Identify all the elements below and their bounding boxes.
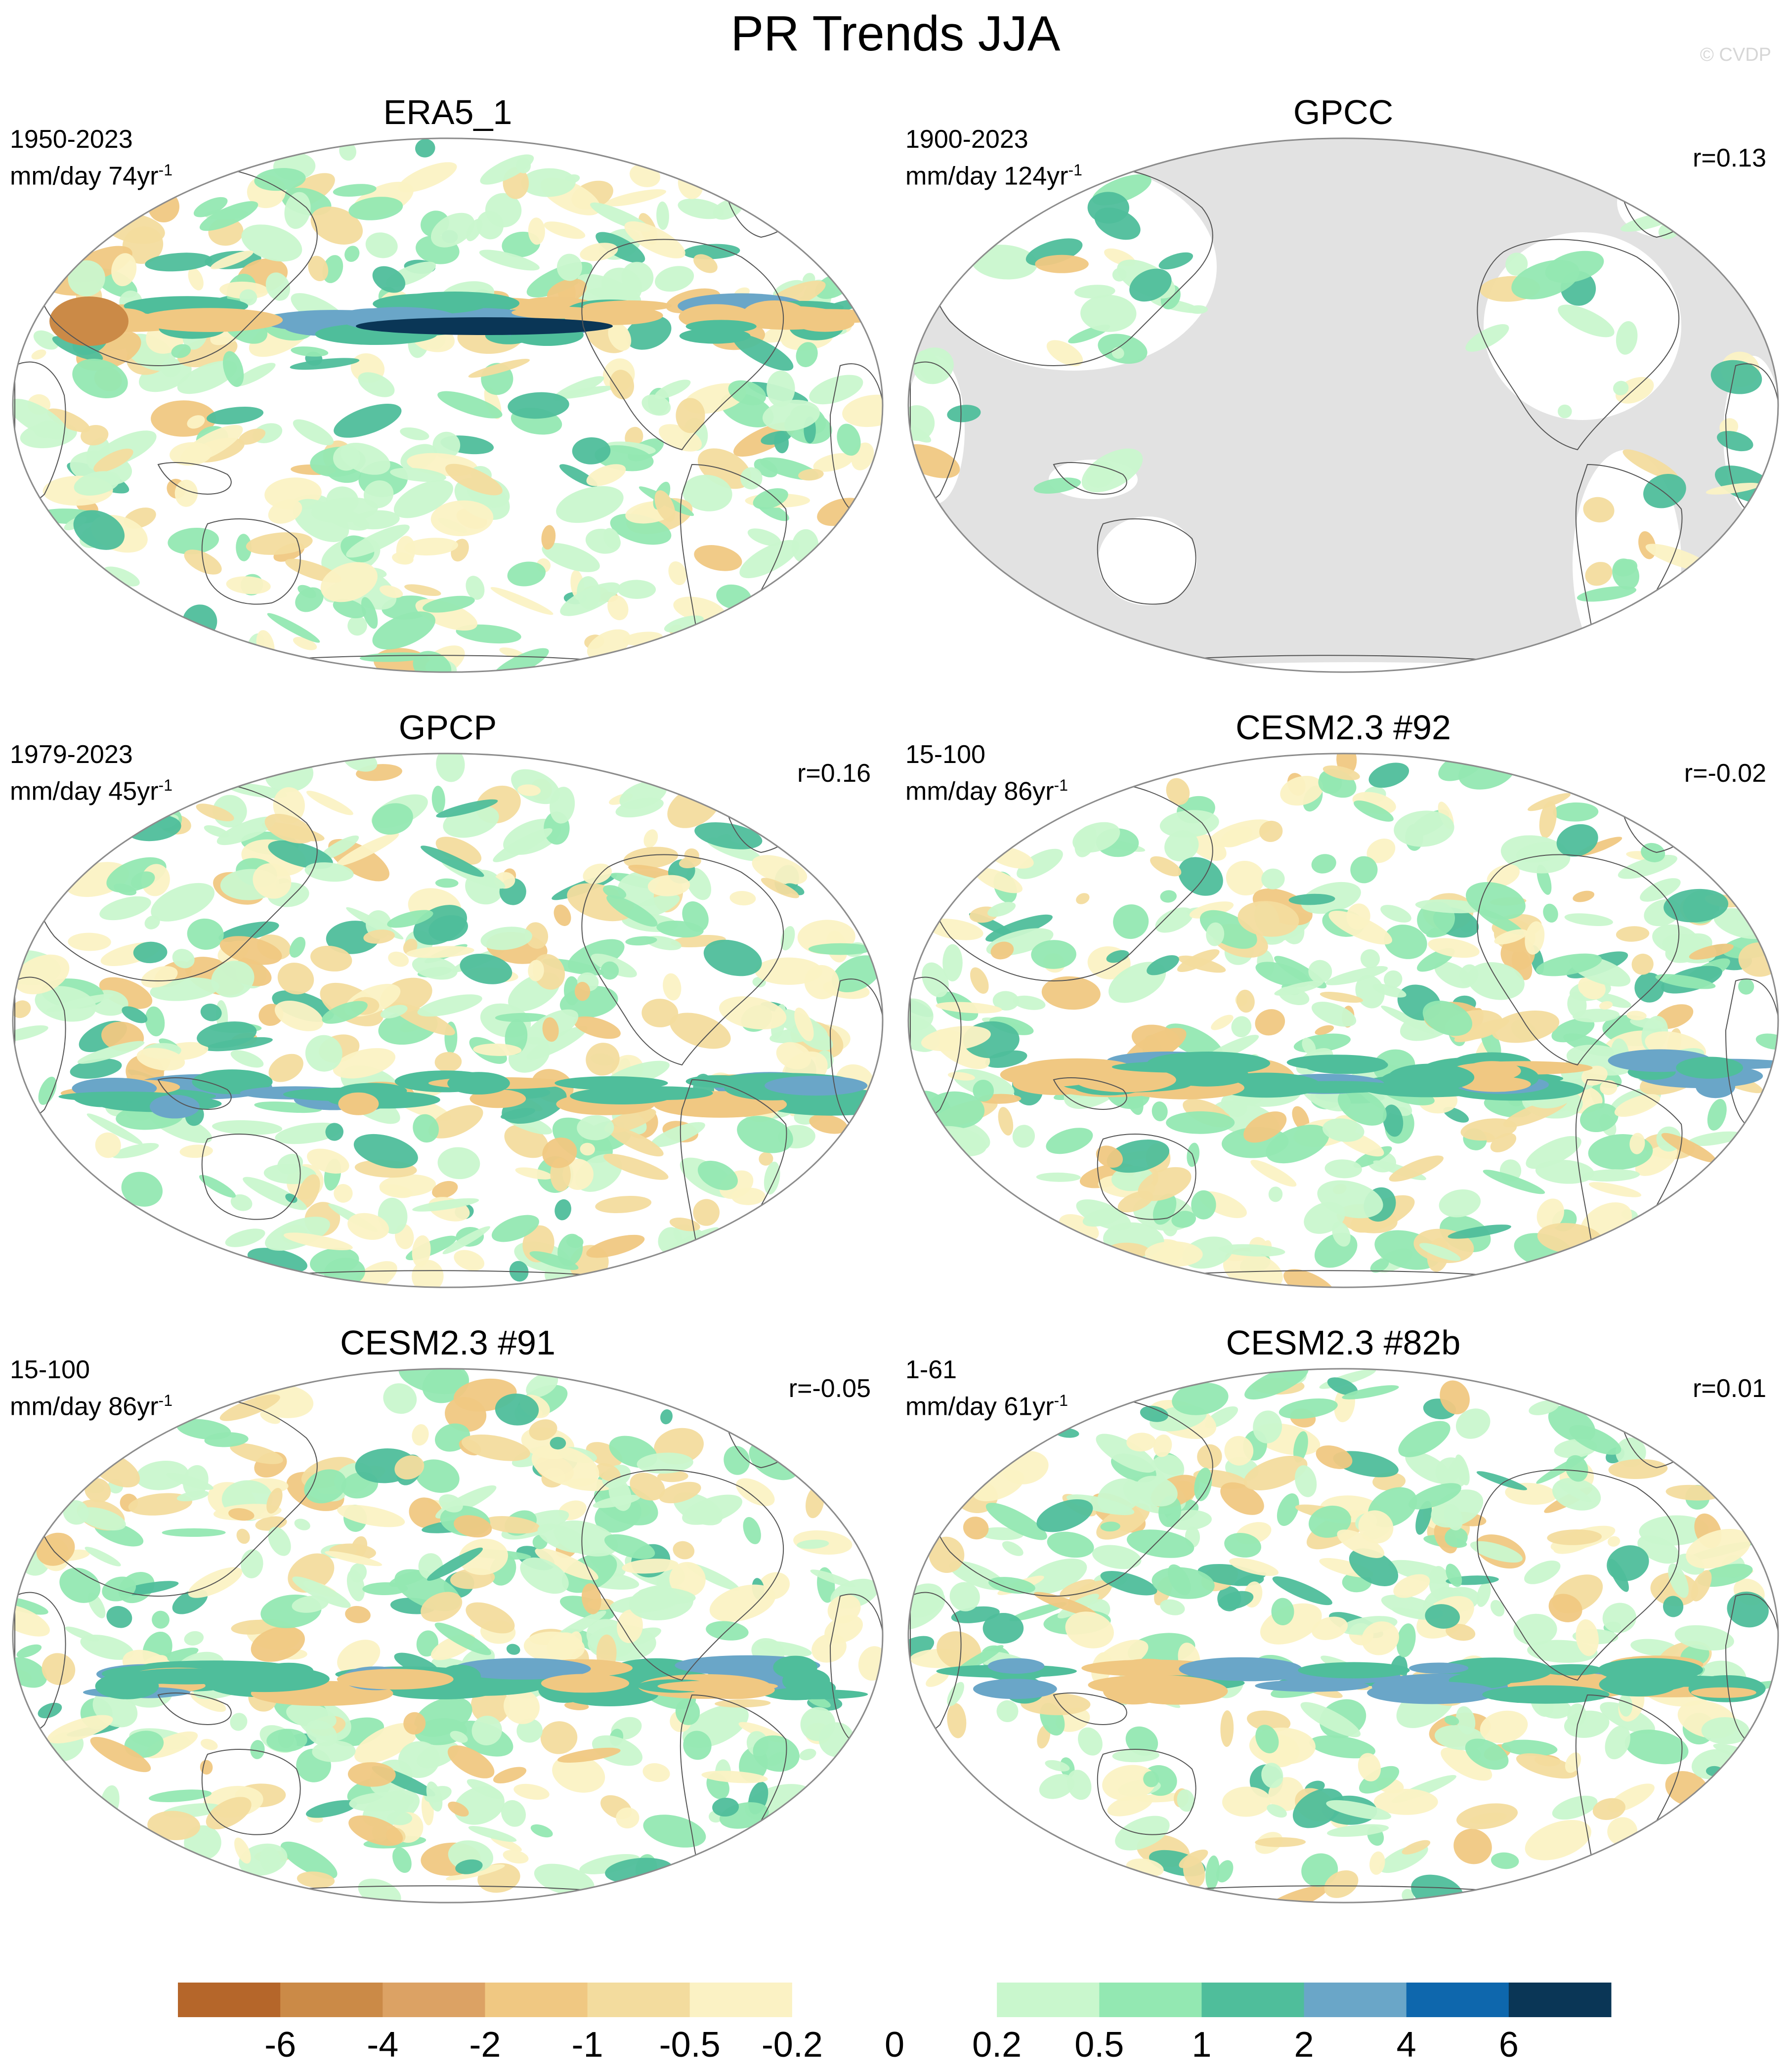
period-label: 1979-2023: [10, 740, 133, 769]
map-border: [12, 1368, 884, 1903]
period-label: 1950-2023: [10, 125, 133, 154]
period-label: 1900-2023: [905, 125, 1028, 154]
panel-title: CESM2.3 #91: [340, 1323, 555, 1362]
panel-title: GPCC: [1293, 93, 1394, 131]
credit-watermark: © CVDP: [1700, 44, 1771, 65]
colorbar-box-13: [1508, 1983, 1612, 2017]
units-base: mm/day 86yr: [10, 1392, 159, 1421]
colorbar-box-11: [1304, 1983, 1407, 2017]
colorbar-box-8: [997, 1983, 1100, 2017]
robinson-map: [907, 753, 1779, 1288]
units-label: mm/day 45yr-1: [10, 770, 172, 806]
period-label: 1-61: [905, 1355, 957, 1384]
period-label: 15-100: [905, 740, 985, 769]
colorbar-box-5: [689, 1983, 793, 2017]
robinson-map: [12, 753, 884, 1288]
map-panel-gpcp: GPCP 1979-2023 mm/day 45yr-1 r=0.16: [0, 704, 896, 1319]
colorbar-label: -2: [469, 2025, 501, 2065]
colorbar-box-3: [485, 1983, 588, 2017]
colorbar-box-1: [280, 1983, 383, 2017]
colorbar-label: 6: [1499, 2025, 1519, 2065]
robinson-map: [12, 137, 884, 673]
pattern-correlation: r=0.13: [1693, 144, 1766, 172]
colorbar-box-7: [895, 1983, 997, 2017]
units-exponent: -1: [1054, 776, 1068, 794]
units-base: mm/day 124yr: [905, 162, 1068, 191]
map-panel-gpcc: GPCC 1900-2023 mm/day 124yr-1 r=0.13: [896, 89, 1791, 704]
units-label: mm/day 61yr-1: [905, 1386, 1068, 1421]
colorbar-label: 0.2: [972, 2025, 1022, 2065]
pattern-correlation: r=-0.02: [1684, 759, 1766, 788]
trend-field: [12, 753, 883, 1288]
map-border: [907, 753, 1779, 1288]
units-label: mm/day 74yr-1: [10, 155, 172, 191]
map-border: [12, 753, 884, 1288]
robinson-map: [12, 1368, 884, 1903]
colorbar-label: -1: [572, 2025, 603, 2065]
pattern-correlation: r=-0.05: [788, 1374, 871, 1403]
colorbar-box-4: [587, 1983, 690, 2017]
panel-title: CESM2.3 #82b: [1226, 1323, 1461, 1362]
units-exponent: -1: [158, 776, 172, 794]
map-panel-era5-1: ERA5_1 1950-2023 mm/day 74yr-1: [0, 89, 896, 704]
colorbar-label: 0: [885, 2025, 904, 2065]
panel-title: CESM2.3 #92: [1236, 708, 1451, 747]
colorbar-label: 0.5: [1074, 2025, 1124, 2065]
colorbar-label: -0.2: [762, 2025, 823, 2065]
trend-field: [908, 753, 1779, 1288]
period-label: 15-100: [10, 1355, 90, 1384]
units-exponent: -1: [158, 1392, 172, 1409]
map-panel-cesm23-82b: CESM2.3 #82b 1-61 mm/day 61yr-1 r=0.01: [896, 1319, 1791, 1935]
robinson-map: [907, 137, 1779, 673]
trend-field: [908, 1368, 1779, 1903]
units-exponent: -1: [1068, 161, 1082, 179]
panel-title: ERA5_1: [383, 93, 512, 131]
colorbar-box-10: [1201, 1983, 1305, 2017]
units-base: mm/day 61yr: [905, 1392, 1054, 1421]
colorbar-box-9: [1099, 1983, 1202, 2017]
units-exponent: -1: [158, 161, 172, 179]
units-label: mm/day 124yr-1: [905, 155, 1082, 191]
map-border: [12, 137, 884, 673]
colorbar-label: 1: [1192, 2025, 1211, 2065]
units-base: mm/day 45yr: [10, 777, 159, 806]
colorbar-box-12: [1406, 1983, 1509, 2017]
units-exponent: -1: [1054, 1392, 1068, 1409]
colorbar-label: -0.5: [659, 2025, 721, 2065]
colorbar-label: -4: [367, 2025, 398, 2065]
map-border: [907, 1368, 1779, 1903]
map-panel-cesm23-92: CESM2.3 #92 15-100 mm/day 86yr-1 r=-0.02: [896, 704, 1791, 1319]
trend-field: [12, 1368, 883, 1903]
colorbar-box-0: [178, 1983, 281, 2017]
robinson-map: [907, 1368, 1779, 1903]
pattern-correlation: r=0.01: [1693, 1374, 1766, 1403]
units-label: mm/day 86yr-1: [10, 1386, 172, 1421]
units-base: mm/day 86yr: [905, 777, 1054, 806]
panel-title: GPCP: [398, 708, 497, 747]
colorbar-label: 4: [1397, 2025, 1416, 2065]
units-base: mm/day 74yr: [10, 162, 159, 191]
map-panel-cesm23-91: CESM2.3 #91 15-100 mm/day 86yr-1 r=-0.05: [0, 1319, 896, 1935]
units-label: mm/day 86yr-1: [905, 770, 1068, 806]
colorbar-box-2: [383, 1983, 485, 2017]
colorbar-box-6: [792, 1983, 895, 2017]
figure-title: PR Trends JJA: [730, 6, 1061, 61]
map-border: [907, 137, 1779, 673]
pattern-correlation: r=0.16: [797, 759, 871, 788]
colorbar-label: 2: [1294, 2025, 1314, 2065]
colorbar-label: -6: [264, 2025, 296, 2065]
